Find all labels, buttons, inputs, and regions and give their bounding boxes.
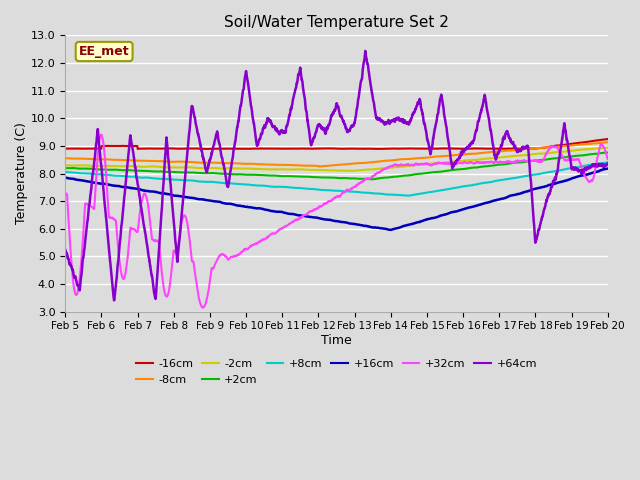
-16cm <box>535 145 543 151</box>
-8cm <box>604 139 612 145</box>
-2cm <box>349 168 357 174</box>
-8cm <box>535 145 543 151</box>
-2cm <box>156 164 163 169</box>
+64cm <box>362 48 369 54</box>
+16cm <box>269 208 277 214</box>
-2cm <box>124 163 131 169</box>
+2cm <box>604 150 612 156</box>
Text: EE_met: EE_met <box>79 45 129 58</box>
+2cm <box>269 173 277 179</box>
-8cm <box>124 157 131 163</box>
Line: -8cm: -8cm <box>65 142 608 167</box>
-2cm <box>535 151 543 156</box>
+32cm <box>61 190 69 196</box>
+8cm <box>604 159 612 165</box>
-16cm <box>124 143 131 149</box>
+2cm <box>293 173 301 179</box>
X-axis label: Time: Time <box>321 334 352 347</box>
+2cm <box>368 177 376 182</box>
+32cm <box>124 258 131 264</box>
-16cm <box>156 146 163 152</box>
+32cm <box>199 305 207 311</box>
+32cm <box>593 155 601 161</box>
+2cm <box>124 167 131 173</box>
Line: +64cm: +64cm <box>65 51 608 300</box>
+16cm <box>124 184 131 190</box>
-8cm <box>293 162 301 168</box>
+64cm <box>293 80 301 85</box>
Line: -16cm: -16cm <box>65 139 608 149</box>
+32cm <box>97 132 105 138</box>
-16cm <box>604 136 612 142</box>
-8cm <box>315 164 323 169</box>
Line: +16cm: +16cm <box>65 168 608 230</box>
+16cm <box>61 175 69 180</box>
-16cm <box>293 146 301 152</box>
+16cm <box>535 185 543 191</box>
Legend: -16cm, -8cm, -2cm, +2cm, +8cm, +16cm, +32cm, +64cm: -16cm, -8cm, -2cm, +2cm, +8cm, +16cm, +3… <box>131 355 541 389</box>
Line: -2cm: -2cm <box>65 147 608 171</box>
Line: +2cm: +2cm <box>65 153 608 180</box>
-8cm <box>156 158 163 164</box>
Line: +32cm: +32cm <box>65 135 608 308</box>
+8cm <box>156 176 163 182</box>
+64cm <box>604 161 612 167</box>
+32cm <box>535 159 543 165</box>
-16cm <box>593 138 601 144</box>
+8cm <box>61 169 69 175</box>
+64cm <box>61 247 69 253</box>
-16cm <box>203 146 211 152</box>
+32cm <box>156 244 163 250</box>
+2cm <box>61 165 69 171</box>
+64cm <box>110 298 118 303</box>
-2cm <box>293 167 301 172</box>
-16cm <box>269 146 277 152</box>
-2cm <box>61 162 69 168</box>
+8cm <box>404 193 412 199</box>
Line: +8cm: +8cm <box>65 162 608 196</box>
+8cm <box>535 171 543 177</box>
-2cm <box>604 144 612 150</box>
+32cm <box>604 156 612 162</box>
-2cm <box>593 145 601 151</box>
Title: Soil/Water Temperature Set 2: Soil/Water Temperature Set 2 <box>224 15 449 30</box>
+16cm <box>604 166 612 171</box>
Y-axis label: Temperature (C): Temperature (C) <box>15 122 28 225</box>
-2cm <box>269 167 277 172</box>
-16cm <box>61 146 69 152</box>
+2cm <box>535 157 543 163</box>
-8cm <box>593 140 601 146</box>
-8cm <box>269 162 277 168</box>
+32cm <box>293 216 301 222</box>
+2cm <box>593 151 601 156</box>
+8cm <box>293 185 301 191</box>
+32cm <box>270 230 278 236</box>
+64cm <box>269 123 277 129</box>
+8cm <box>269 184 277 190</box>
+64cm <box>124 165 131 170</box>
+16cm <box>387 227 394 233</box>
+64cm <box>593 164 601 169</box>
+16cm <box>593 169 601 175</box>
+8cm <box>593 161 601 167</box>
+2cm <box>156 168 163 174</box>
-8cm <box>61 156 69 161</box>
+64cm <box>535 227 543 233</box>
+8cm <box>124 174 131 180</box>
+16cm <box>156 190 163 196</box>
+16cm <box>293 212 301 218</box>
+64cm <box>156 240 163 245</box>
+2cm <box>603 150 611 156</box>
